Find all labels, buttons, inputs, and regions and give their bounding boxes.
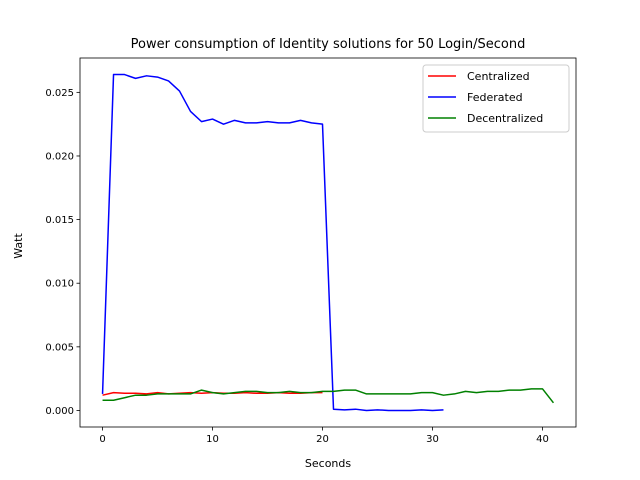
x-axis-label: Seconds: [305, 457, 351, 470]
series-line-decentralized: [102, 388, 555, 404]
x-tick-label: 20: [316, 434, 329, 445]
legend-box: [422, 64, 570, 133]
legend-label-federated: Federated: [467, 91, 523, 104]
legend-label-decentralized: Decentralized: [467, 112, 543, 125]
x-tick-label: 30: [426, 434, 439, 445]
y-axis: 0.000 0.005 0.010 0.015 0.020 0.025: [45, 88, 80, 417]
chart-title: Power consumption of Identity solutions …: [131, 37, 526, 52]
plot-area: [79, 57, 577, 428]
x-tick-label: 0: [99, 434, 105, 445]
y-tick-label: 0.015: [45, 215, 74, 226]
series-line-federated: [101, 73, 444, 412]
y-tick-label: 0.025: [45, 88, 74, 99]
axes-frame: [79, 57, 577, 428]
x-tick-label: 40: [536, 434, 549, 445]
y-tick-label: 0.000: [45, 406, 74, 417]
y-tick-label: 0.020: [45, 151, 74, 162]
x-axis: 0 10 20 30 40: [99, 427, 549, 445]
legend: Centralized Federated Decentralized: [422, 64, 570, 133]
y-tick-label: 0.010: [45, 279, 74, 290]
y-axis-label: Watt: [12, 233, 25, 259]
x-tick-label: 10: [206, 434, 219, 445]
legend-label-centralized: Centralized: [467, 70, 530, 83]
y-tick-label: 0.005: [45, 342, 74, 353]
